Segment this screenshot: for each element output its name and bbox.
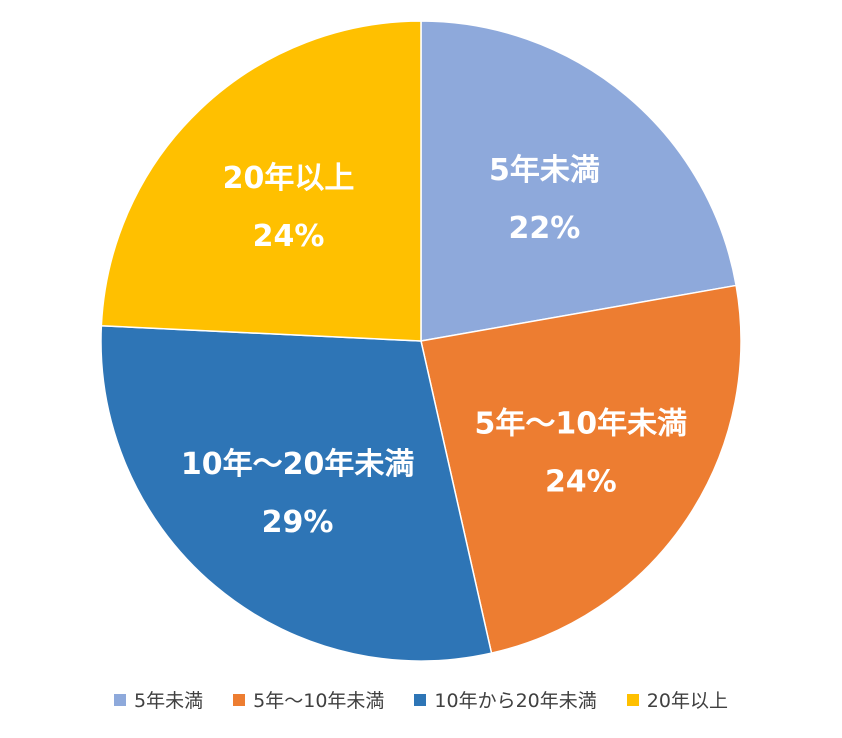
slice-under-5-years: [420, 20, 738, 342]
legend-swatch: [114, 693, 127, 706]
legend: 5年未満 5年～10年未満 10年から20年未満 20年以上: [0, 686, 842, 713]
slice-category-label: 20年以上: [223, 161, 355, 196]
legend-item-20-plus-years: 20年以上: [626, 686, 728, 713]
legend-item-10-to-20-years: 10年から20年未満: [414, 686, 597, 713]
pie-labels: 5年未満 22% 5年～10年未満 24% 10年～20年未満 29% 20年以上 24%: [181, 153, 687, 540]
legend-label: 5年未満: [134, 690, 204, 712]
slice-category-label: 10年～20年未満: [181, 447, 415, 482]
legend-label: 10年から20年未満: [434, 690, 597, 712]
legend-swatch: [233, 693, 246, 706]
legend-swatch: [414, 693, 427, 706]
slice-percent-label: 29%: [262, 505, 334, 540]
legend-label: 5年～10年未満: [253, 690, 385, 712]
pie-chart: 5年未満 22% 5年～10年未満 24% 10年～20年未満 29% 20年以上 24%: [100, 20, 742, 662]
slice-category-label: 5年未満: [489, 153, 600, 188]
legend-item-under-5-years: 5年未満: [114, 686, 203, 713]
slice-10-to-20-years: [100, 324, 493, 662]
slice-5-to-10-years: [420, 284, 742, 655]
legend-label: 20年以上: [646, 690, 728, 712]
slice-category-label: 5年～10年未満: [475, 406, 688, 441]
legend-item-5-to-10-years: 5年～10年未満: [233, 686, 384, 713]
slice-20-plus-years: [100, 20, 422, 342]
slice-percent-label: 24%: [545, 464, 617, 499]
slice-percent-label: 22%: [509, 211, 581, 246]
slice-percent-label: 24%: [253, 219, 325, 254]
pie-slices: [100, 20, 742, 662]
legend-swatch: [626, 693, 639, 706]
